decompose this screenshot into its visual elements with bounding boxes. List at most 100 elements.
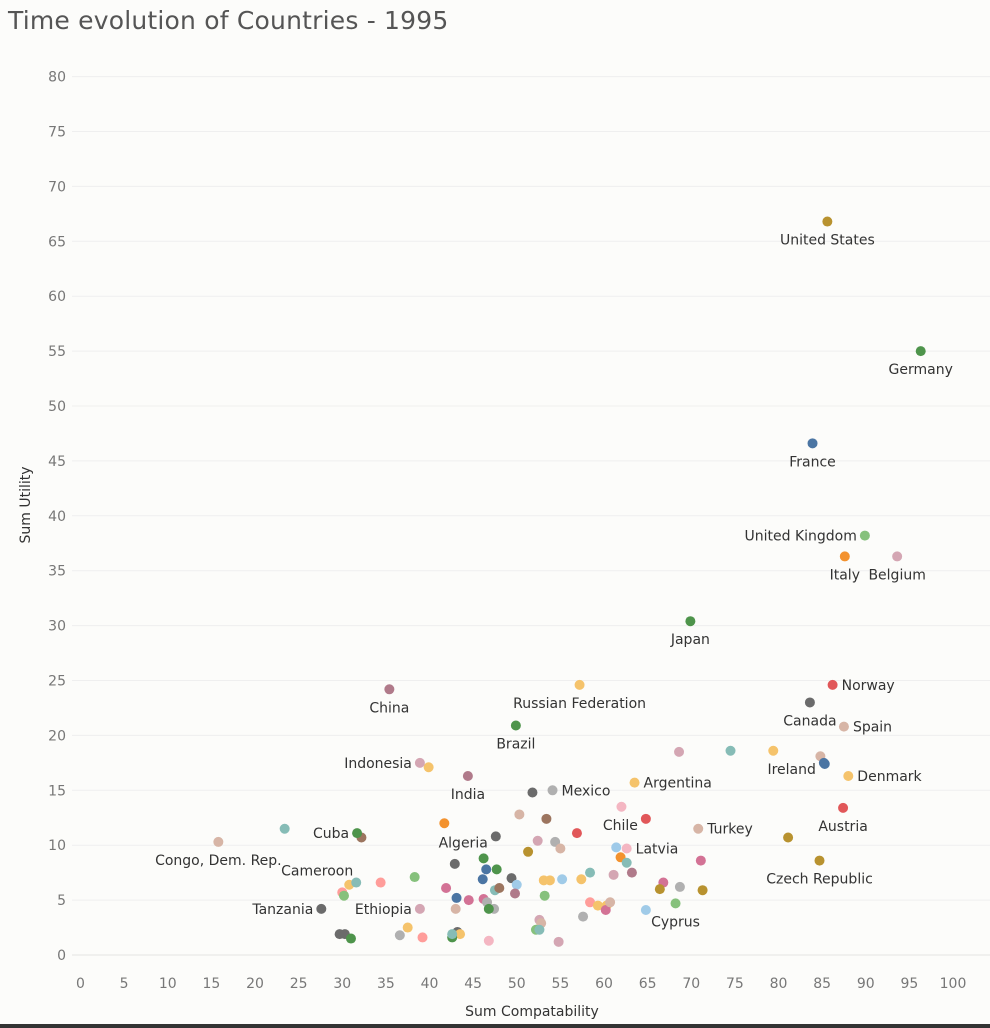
data-point[interactable] <box>532 835 543 846</box>
data-point-belgium[interactable] <box>892 551 903 562</box>
data-point[interactable] <box>557 874 568 885</box>
data-point[interactable] <box>585 897 596 908</box>
data-point[interactable] <box>555 843 566 854</box>
data-point[interactable] <box>409 872 420 883</box>
data-point-france[interactable] <box>807 438 818 449</box>
point-label: Spain <box>853 720 892 736</box>
data-point[interactable] <box>491 864 502 875</box>
data-point[interactable] <box>402 922 413 933</box>
data-point-united-kingdom[interactable] <box>859 530 870 541</box>
data-point-latvia[interactable] <box>621 843 632 854</box>
data-point[interactable] <box>481 864 492 875</box>
data-point-china[interactable] <box>384 684 395 695</box>
data-point[interactable] <box>449 858 460 869</box>
data-point[interactable] <box>483 935 494 946</box>
data-point[interactable] <box>510 888 521 899</box>
data-point[interactable] <box>523 846 534 857</box>
data-point[interactable] <box>375 877 386 888</box>
data-point-czech-republic[interactable] <box>814 855 825 866</box>
data-point[interactable] <box>394 930 405 941</box>
data-point[interactable] <box>611 842 622 853</box>
data-point[interactable] <box>478 853 489 864</box>
data-point[interactable] <box>338 890 349 901</box>
data-point-brazil[interactable] <box>510 720 521 731</box>
data-point[interactable] <box>768 745 779 756</box>
data-point-india[interactable] <box>462 771 473 782</box>
data-point[interactable] <box>592 900 603 911</box>
y-tick-label: 70 <box>48 179 66 195</box>
data-point[interactable] <box>576 874 587 885</box>
data-point-cyprus[interactable] <box>670 898 681 909</box>
data-point-denmark[interactable] <box>843 771 854 782</box>
data-point[interactable] <box>585 867 596 878</box>
data-point-algeria[interactable] <box>490 831 501 842</box>
data-point[interactable] <box>616 801 627 812</box>
data-point-japan[interactable] <box>685 616 696 627</box>
data-point-turkey[interactable] <box>693 823 704 834</box>
data-point-ireland[interactable] <box>818 757 829 768</box>
data-point[interactable] <box>439 818 450 829</box>
data-point[interactable] <box>441 883 452 894</box>
data-point[interactable] <box>417 932 428 943</box>
data-point[interactable] <box>725 745 736 756</box>
data-point[interactable] <box>605 897 616 908</box>
data-point[interactable] <box>571 828 582 839</box>
data-point[interactable] <box>423 762 434 773</box>
x-tick-label: 55 <box>551 976 569 992</box>
data-point[interactable] <box>450 903 461 914</box>
data-point[interactable] <box>674 746 685 757</box>
data-point[interactable] <box>494 883 505 894</box>
data-point-russian-federation[interactable] <box>574 679 585 690</box>
data-point-norway[interactable] <box>827 679 838 690</box>
data-point[interactable] <box>483 903 494 914</box>
data-point-austria[interactable] <box>838 802 849 813</box>
data-point[interactable] <box>539 890 550 901</box>
data-point[interactable] <box>621 857 632 868</box>
data-point-congo-dem-rep[interactable] <box>213 836 224 847</box>
data-point[interactable] <box>553 936 564 947</box>
point-label: Tanzania <box>251 902 313 918</box>
data-point[interactable] <box>544 875 555 886</box>
data-point[interactable] <box>451 892 462 903</box>
point-label: Austria <box>818 819 867 835</box>
point-label: Cuba <box>313 826 349 842</box>
data-point-ethiopia[interactable] <box>414 903 425 914</box>
data-point[interactable] <box>783 832 794 843</box>
data-point-mexico[interactable] <box>547 785 558 796</box>
data-point[interactable] <box>345 933 356 944</box>
data-point-chile[interactable] <box>640 813 651 824</box>
data-point-cameroon[interactable] <box>351 877 362 888</box>
data-point[interactable] <box>447 929 458 940</box>
y-tick-label: 5 <box>57 893 66 909</box>
data-point[interactable] <box>640 904 651 915</box>
data-point[interactable] <box>654 884 665 895</box>
x-tick-label: 65 <box>639 976 657 992</box>
data-point[interactable] <box>511 879 522 890</box>
data-point-cuba[interactable] <box>352 828 363 839</box>
data-point[interactable] <box>527 787 538 798</box>
data-point[interactable] <box>600 904 611 915</box>
data-point[interactable] <box>279 823 290 834</box>
data-point-tanzania[interactable] <box>316 903 327 914</box>
data-point-indonesia[interactable] <box>414 757 425 768</box>
data-point-italy[interactable] <box>839 551 850 562</box>
data-point-canada[interactable] <box>804 697 815 708</box>
data-point-spain[interactable] <box>838 721 849 732</box>
data-point[interactable] <box>674 881 685 892</box>
data-point-argentina[interactable] <box>629 777 640 788</box>
point-label: Czech Republic <box>766 872 873 888</box>
data-point[interactable] <box>695 855 706 866</box>
data-point-united-states[interactable] <box>822 216 833 227</box>
x-tick-label: 90 <box>857 976 875 992</box>
data-point[interactable] <box>514 809 525 820</box>
data-point[interactable] <box>541 813 552 824</box>
data-point[interactable] <box>455 929 466 940</box>
data-point[interactable] <box>463 895 474 906</box>
data-point[interactable] <box>697 885 708 896</box>
data-point[interactable] <box>626 867 637 878</box>
data-point[interactable] <box>578 911 589 922</box>
data-point[interactable] <box>608 869 619 880</box>
data-point[interactable] <box>477 874 488 885</box>
data-point[interactable] <box>534 924 545 935</box>
data-point-germany[interactable] <box>915 346 926 357</box>
